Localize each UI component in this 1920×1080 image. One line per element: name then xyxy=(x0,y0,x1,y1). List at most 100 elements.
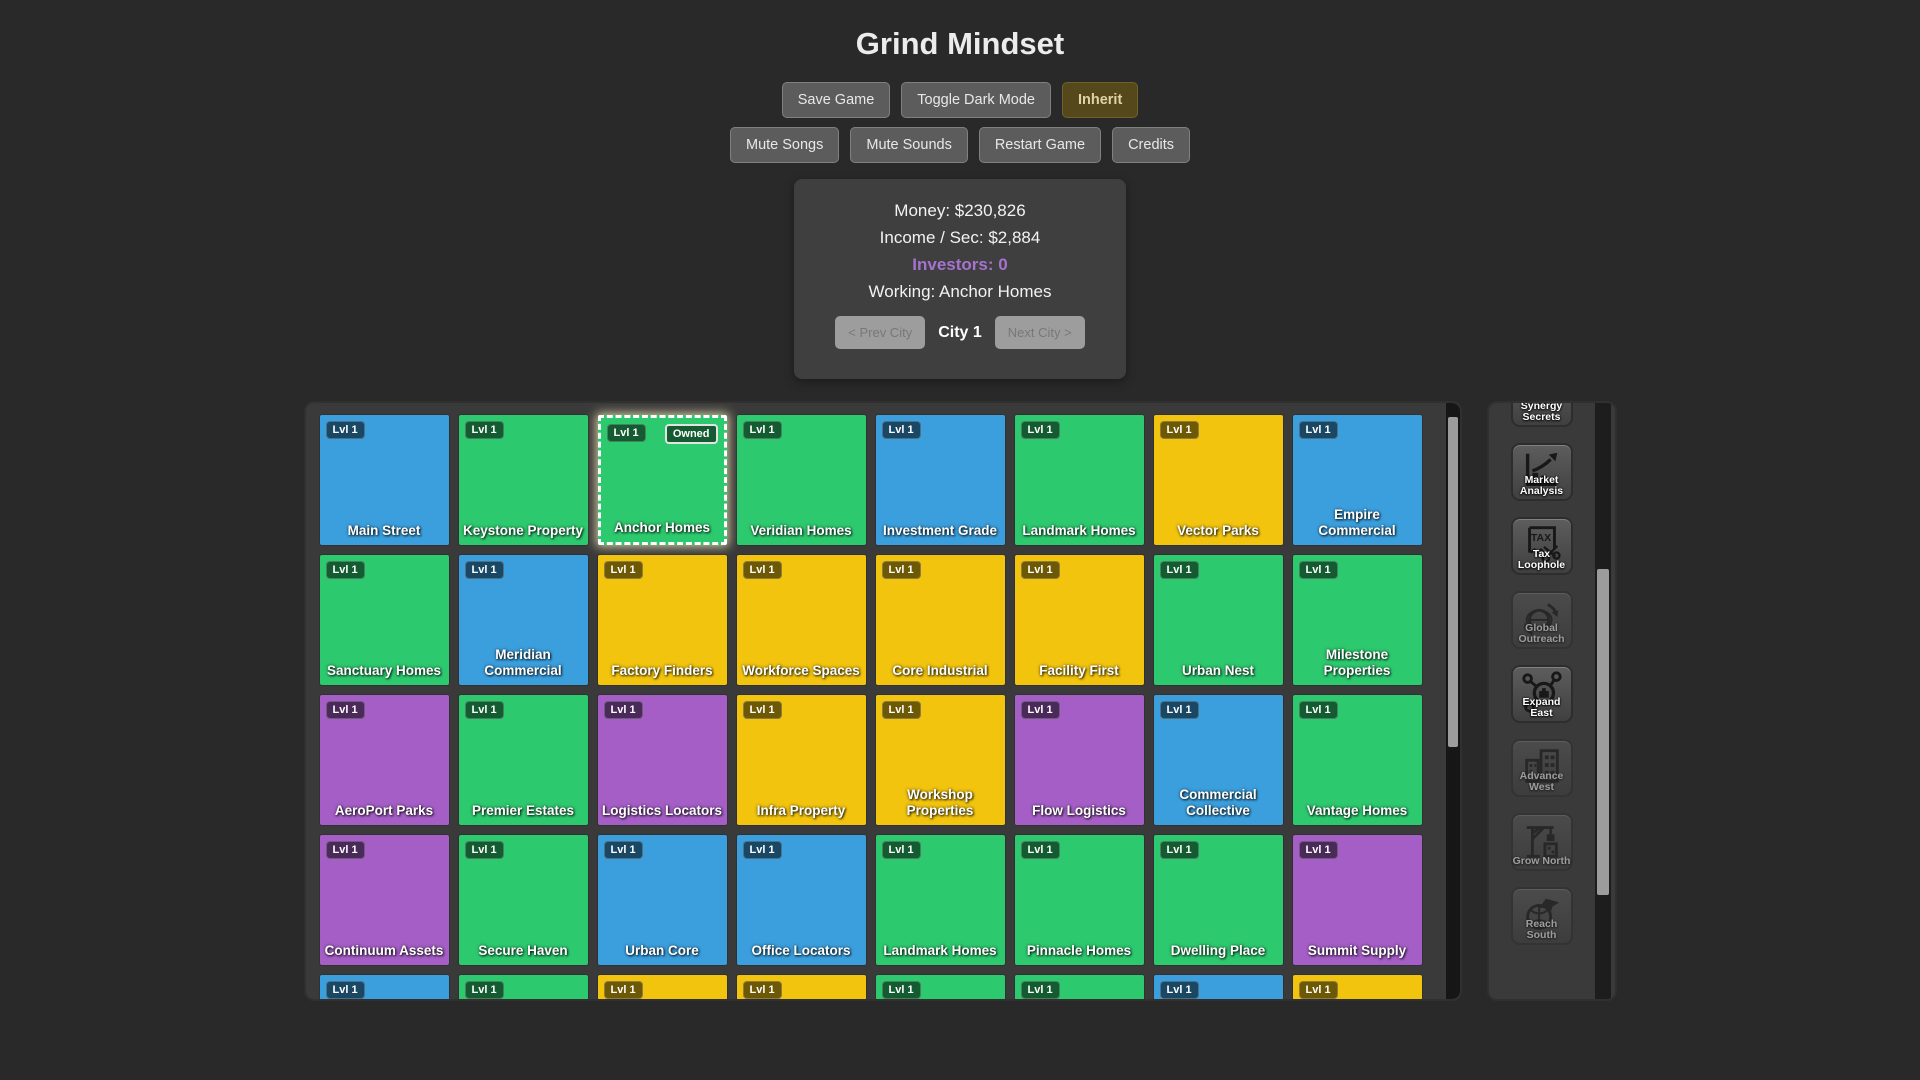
tile-level-badge: Lvl 1 xyxy=(1298,841,1338,859)
tile-level-badge: Lvl 1 xyxy=(606,424,646,442)
property-tile[interactable]: Lvl 1 Landmark Homes xyxy=(1014,415,1144,545)
property-tile[interactable]: Lvl 1 Pinnacle Homes xyxy=(1014,835,1144,965)
tile-name: Summit Supply xyxy=(1307,943,1407,959)
sidebar-scrollbar[interactable] xyxy=(1594,403,1611,999)
tile-level-badge: Lvl 1 xyxy=(881,701,921,719)
upgrade-label: Global Outreach xyxy=(1518,622,1565,645)
property-tile[interactable]: Lvl 1 xyxy=(1153,975,1283,999)
property-tile[interactable]: Lvl 1 AeroPort Parks xyxy=(319,695,449,825)
property-tile[interactable]: Lvl 1 Commercial Collective xyxy=(1153,695,1283,825)
sidebar-scrollbar-thumb[interactable] xyxy=(1596,569,1609,895)
upgrade-button-tax-loophole[interactable]: Tax Loophole xyxy=(1510,517,1573,575)
city-navigation: < Prev City City 1 Next City > xyxy=(804,316,1116,349)
property-tile[interactable]: Lvl 1 xyxy=(458,975,588,999)
save-game-button[interactable]: Save Game xyxy=(781,82,891,118)
property-tile[interactable]: Lvl 1 Summit Supply xyxy=(1292,835,1422,965)
property-tile[interactable]: Lvl 1 Facility First xyxy=(1014,555,1144,685)
tile-level-badge: Lvl 1 xyxy=(464,561,504,579)
page-title: Grind Mindset xyxy=(855,26,1065,61)
tile-level-badge: Lvl 1 xyxy=(742,561,782,579)
next-city-button[interactable]: Next City > xyxy=(994,316,1085,349)
property-tile[interactable]: Lvl 1 Logistics Locators xyxy=(597,695,727,825)
tile-level-badge: Lvl 1 xyxy=(1298,981,1338,999)
grid-scrollbar-thumb[interactable] xyxy=(1447,417,1458,747)
tile-name: Office Locators xyxy=(751,943,851,959)
property-tile[interactable]: Lvl 1 Main Street xyxy=(319,415,449,545)
tile-level-badge: Lvl 1 xyxy=(603,561,643,579)
property-tile[interactable]: Lvl 1 xyxy=(875,975,1005,999)
tile-name: Secure Haven xyxy=(478,943,568,959)
property-tile[interactable]: Lvl 1 Continuum Assets xyxy=(319,835,449,965)
upgrade-label: Market Analysis xyxy=(1519,474,1564,497)
tile-level-badge: Lvl 1 xyxy=(464,701,504,719)
tile-name: Meridian Commercial xyxy=(484,647,562,679)
stats-panel: Money: $230,826 Income / Sec: $2,884 Inv… xyxy=(794,179,1126,379)
tile-level-badge: Lvl 1 xyxy=(881,421,921,439)
working-status: Working: Anchor Homes xyxy=(868,282,1052,301)
upgrade-list: Synergy Secrets Market Analysis Tax Loop… xyxy=(1489,401,1595,945)
tile-level-badge: Lvl 1 xyxy=(325,561,365,579)
property-tile[interactable]: Lvl 1 xyxy=(1014,975,1144,999)
property-tile[interactable]: Lvl 1 Workshop Properties xyxy=(875,695,1005,825)
property-tile[interactable]: Lvl 1 Owned Anchor Homes xyxy=(597,415,727,545)
property-tile[interactable]: Lvl 1 xyxy=(736,975,866,999)
property-tile[interactable]: Lvl 1 Factory Finders xyxy=(597,555,727,685)
property-tile[interactable]: Lvl 1 Vantage Homes xyxy=(1292,695,1422,825)
tile-level-badge: Lvl 1 xyxy=(464,421,504,439)
upgrade-button-synergy-secrets[interactable]: Synergy Secrets xyxy=(1510,401,1573,427)
property-tile[interactable]: Lvl 1 Urban Nest xyxy=(1153,555,1283,685)
tile-level-badge: Lvl 1 xyxy=(464,981,504,999)
property-tile[interactable]: Lvl 1 Flow Logistics xyxy=(1014,695,1144,825)
tile-name: AeroPort Parks xyxy=(334,803,434,819)
property-tile[interactable]: Lvl 1 Investment Grade xyxy=(875,415,1005,545)
property-tile[interactable]: Lvl 1 xyxy=(1292,975,1422,999)
property-tile[interactable]: Lvl 1 Office Locators xyxy=(736,835,866,965)
property-tile[interactable]: Lvl 1 Landmark Homes xyxy=(875,835,1005,965)
property-tile[interactable]: Lvl 1 xyxy=(319,975,449,999)
credits-button[interactable]: Credits xyxy=(1112,127,1191,163)
upgrade-label: Grow North xyxy=(1512,855,1571,867)
main-area: Lvl 1 Main Street Lvl 1 Keystone Propert… xyxy=(0,401,1920,1001)
tile-name: Urban Core xyxy=(625,943,699,959)
tile-level-badge: Lvl 1 xyxy=(742,841,782,859)
mute-sounds-button[interactable]: Mute Sounds xyxy=(850,127,968,163)
property-grid-panel: Lvl 1 Main Street Lvl 1 Keystone Propert… xyxy=(303,401,1462,1001)
property-tile[interactable]: Lvl 1 Dwelling Place xyxy=(1153,835,1283,965)
upgrades-sidebar: Synergy Secrets Market Analysis Tax Loop… xyxy=(1486,401,1617,1001)
property-tile[interactable]: Lvl 1 Urban Core xyxy=(597,835,727,965)
tile-level-badge: Lvl 1 xyxy=(1020,981,1060,999)
tile-name: Core Industrial xyxy=(892,663,988,679)
property-tile[interactable]: Lvl 1 Secure Haven xyxy=(458,835,588,965)
property-tile[interactable]: Lvl 1 Premier Estates xyxy=(458,695,588,825)
property-tile[interactable]: Lvl 1 xyxy=(597,975,727,999)
property-tile[interactable]: Lvl 1 Milestone Properties xyxy=(1292,555,1422,685)
upgrade-button-grow-north: Grow North xyxy=(1510,813,1573,871)
tile-name: Workshop Properties xyxy=(906,787,974,819)
grid-scrollbar[interactable] xyxy=(1445,403,1460,999)
toggle-dark-mode-button[interactable]: Toggle Dark Mode xyxy=(901,82,1051,118)
tile-level-badge: Lvl 1 xyxy=(1298,561,1338,579)
upgrade-label: Synergy Secrets xyxy=(1520,401,1563,423)
inherit-button[interactable]: Inherit xyxy=(1061,82,1139,118)
property-tile[interactable]: Lvl 1 Empire Commercial xyxy=(1292,415,1422,545)
property-tile[interactable]: Lvl 1 Meridian Commercial xyxy=(458,555,588,685)
property-tile[interactable]: Lvl 1 Infra Property xyxy=(736,695,866,825)
upgrade-button-expand-east[interactable]: Expand East xyxy=(1510,665,1573,723)
upgrade-button-market-analysis[interactable]: Market Analysis xyxy=(1510,443,1573,501)
property-tile[interactable]: Lvl 1 Veridian Homes xyxy=(736,415,866,545)
mute-songs-button[interactable]: Mute Songs xyxy=(729,127,840,163)
restart-game-button[interactable]: Restart Game xyxy=(978,127,1102,163)
prev-city-button[interactable]: < Prev City xyxy=(835,316,926,349)
tile-name: Infra Property xyxy=(756,803,846,819)
tile-level-badge: Lvl 1 xyxy=(1020,701,1060,719)
tile-level-badge: Lvl 1 xyxy=(881,841,921,859)
tile-name: Workforce Spaces xyxy=(742,663,860,679)
property-tile[interactable]: Lvl 1 Sanctuary Homes xyxy=(319,555,449,685)
upgrade-label: Reach South xyxy=(1525,918,1558,941)
property-tile[interactable]: Lvl 1 Core Industrial xyxy=(875,555,1005,685)
tile-name: Main Street xyxy=(347,523,421,539)
property-tile[interactable]: Lvl 1 Keystone Property xyxy=(458,415,588,545)
property-tile[interactable]: Lvl 1 Vector Parks xyxy=(1153,415,1283,545)
tile-name: Veridian Homes xyxy=(750,523,852,539)
property-tile[interactable]: Lvl 1 Workforce Spaces xyxy=(736,555,866,685)
